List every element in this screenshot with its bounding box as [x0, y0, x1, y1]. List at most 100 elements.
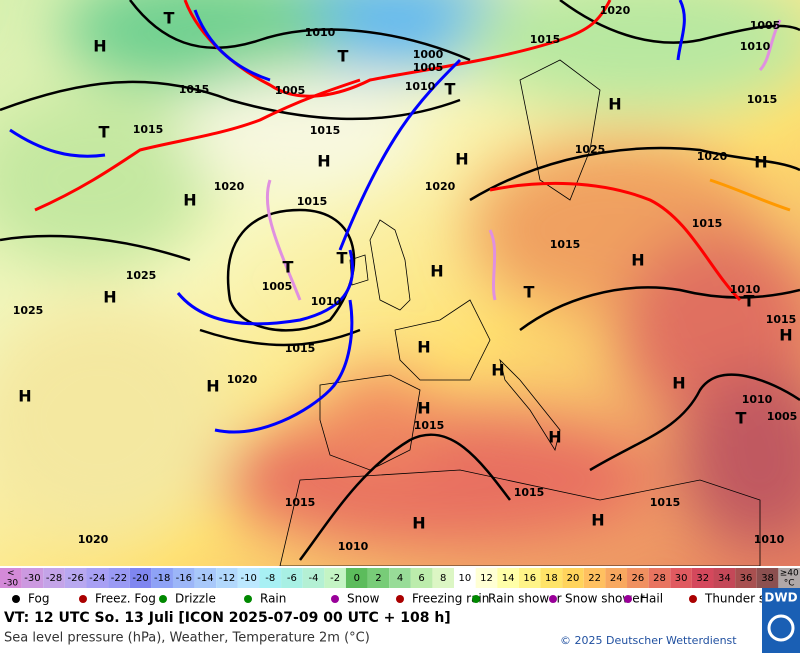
legend-label: Snow shower: [565, 592, 645, 606]
pressure-label: 1025: [126, 269, 157, 282]
color-label: 18: [545, 573, 558, 584]
color-label: 28: [653, 573, 666, 584]
legend-icon: [549, 595, 557, 603]
pressure-label: 1015: [692, 217, 723, 230]
pressure-label: 1015: [133, 123, 164, 136]
color-cell: [324, 568, 346, 588]
pressure-label: 1020: [78, 533, 109, 546]
legend-icon: [12, 595, 20, 603]
color-label: -24: [89, 573, 105, 584]
color-label: 16: [523, 573, 536, 584]
pressure-label: 1005: [262, 280, 293, 293]
color-label: -14: [197, 573, 213, 584]
pressure-label: 1015: [514, 486, 545, 499]
color-cell: [497, 568, 519, 588]
color-label: -30: [3, 579, 18, 589]
system-label: H: [206, 377, 219, 396]
system-label: H: [103, 288, 116, 307]
system-label: T: [164, 9, 175, 28]
legend-icon: [79, 595, 87, 603]
isobars: [0, 0, 800, 561]
legend-icon: [244, 595, 252, 603]
pressure-label: 1010: [305, 26, 336, 39]
system-label: T: [99, 123, 110, 142]
color-cell: [562, 568, 584, 588]
system-label: H: [754, 153, 767, 172]
pressure-label: 1010: [742, 393, 773, 406]
pressure-label: 1015: [285, 342, 316, 355]
pressure-label: 1015: [179, 83, 210, 96]
color-cell: [735, 568, 757, 588]
system-label: H: [608, 95, 621, 114]
color-cell: [151, 568, 173, 588]
legend-label: Freezing rain: [412, 592, 489, 606]
system-label: T: [283, 258, 294, 277]
temperature-field: [0, 0, 800, 550]
color-cell: [691, 568, 714, 588]
color-label: -22: [111, 573, 127, 584]
pressure-label: 1015: [550, 238, 581, 251]
color-cell: [410, 568, 433, 588]
color-label: 30: [675, 573, 688, 584]
color-cell: [302, 568, 325, 588]
pressure-label: 1010: [405, 80, 436, 93]
color-label: 10: [458, 573, 471, 584]
color-label: 8: [440, 573, 446, 584]
color-cell: [518, 568, 541, 588]
color-cell: [237, 568, 260, 588]
system-label: H: [779, 326, 792, 345]
color-cell: [367, 568, 390, 588]
color-cell: [64, 568, 87, 588]
system-label: H: [18, 387, 31, 406]
color-cell: [756, 568, 779, 588]
color-cell: [108, 568, 130, 588]
color-cell: [129, 568, 152, 588]
legend-label: Hail: [640, 592, 663, 606]
legend-label: Rain shower: [488, 592, 562, 606]
color-cell: [713, 568, 736, 588]
color-cell: [0, 568, 22, 588]
pressure-label: 1020: [227, 373, 258, 386]
color-label: 0: [354, 573, 360, 584]
pressure-label: 1015: [766, 313, 797, 326]
system-label: H: [548, 428, 561, 447]
color-cell: [454, 568, 476, 588]
legend-label: Freez. Fog: [95, 592, 156, 606]
pressure-label: 1005: [275, 84, 306, 97]
pressure-label: 1015: [650, 496, 681, 509]
system-label: H: [430, 262, 443, 281]
color-label: 38: [761, 573, 774, 584]
system-label: H: [93, 37, 106, 56]
color-label: 2: [375, 573, 381, 584]
pressure-label: 1010: [338, 540, 369, 553]
system-label: T: [744, 292, 755, 311]
color-cell: [172, 568, 195, 588]
footer: <-30 -30 -28 -26 -24 -22 -20 -18 -16 -14 -12 -10 -8-…: [0, 566, 800, 653]
pressure-label: 1015: [530, 33, 561, 46]
color-label: °C: [784, 579, 795, 589]
system-label: H: [491, 361, 504, 380]
color-cell: [540, 568, 563, 588]
legend-icon: [331, 595, 339, 603]
pressure-label: 1020: [697, 150, 728, 163]
system-label: T: [445, 80, 456, 99]
color-label: -18: [154, 573, 170, 584]
pressure-label: 1010: [740, 40, 771, 53]
colorbar: <-30 -30 -28 -26 -24 -22 -20 -18 -16 -14 -12 -10 -8-…: [0, 568, 800, 589]
color-label: 20: [567, 573, 580, 584]
pressure-label: 1020: [214, 180, 245, 193]
color-label: -12: [219, 573, 235, 584]
system-label: H: [672, 374, 685, 393]
color-cell: [194, 568, 217, 588]
color-cell: [670, 568, 692, 588]
color-label: -10: [240, 573, 256, 584]
color-cell: [216, 568, 238, 588]
pressure-label: 1025: [13, 304, 44, 317]
color-label: -30: [24, 573, 40, 584]
color-cell: [86, 568, 109, 588]
color-label: -20: [132, 573, 148, 584]
color-label: -16: [176, 573, 192, 584]
system-label: T: [524, 283, 535, 302]
